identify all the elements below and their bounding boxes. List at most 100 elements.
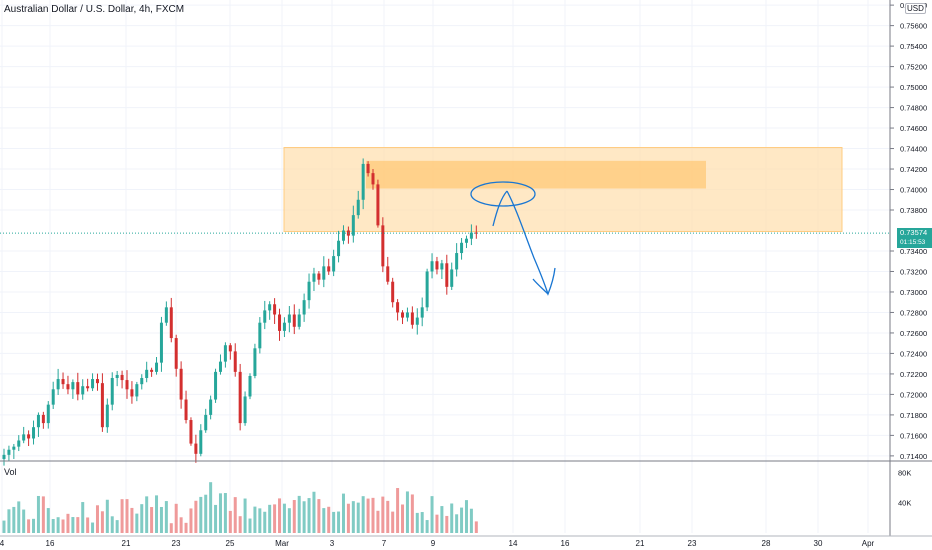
- candle-body: [420, 307, 424, 318]
- candle: [223, 342, 227, 368]
- candle-body: [41, 414, 45, 424]
- candle-body: [292, 314, 296, 327]
- inner-supply-zone[interactable]: [366, 160, 706, 189]
- candle: [199, 424, 203, 457]
- candle-body: [248, 375, 252, 397]
- volume-bar: [278, 498, 282, 533]
- candle-body: [460, 242, 464, 254]
- candle: [243, 391, 247, 426]
- volume-bar: [381, 496, 385, 533]
- volume-bar: [307, 498, 311, 533]
- candle-body: [302, 300, 306, 315]
- candle: [440, 259, 444, 280]
- candle: [159, 316, 163, 372]
- candle: [258, 317, 262, 354]
- candle: [376, 179, 380, 228]
- candle-body: [341, 230, 345, 241]
- candle-body: [450, 269, 454, 287]
- volume-bar: [430, 496, 434, 533]
- volume-bar: [391, 511, 395, 533]
- supply-zone[interactable]: [283, 147, 843, 233]
- candle-body: [174, 338, 178, 369]
- candle-body: [7, 449, 11, 455]
- volume-bar: [386, 500, 390, 533]
- volume-bar: [351, 501, 355, 533]
- candle-body: [184, 399, 188, 421]
- candle-body: [258, 322, 262, 349]
- candle: [22, 426, 26, 444]
- candle: [405, 307, 409, 322]
- volume-bar: [332, 511, 336, 533]
- candle: [366, 161, 370, 177]
- y-tick-label: 0.75400: [900, 42, 927, 51]
- candle-body: [105, 404, 109, 428]
- x-tick-label: Mar: [275, 539, 289, 548]
- candle: [464, 235, 468, 249]
- candle: [194, 434, 198, 463]
- candle: [2, 448, 6, 466]
- volume-bar: [440, 506, 444, 533]
- volume-bar: [268, 504, 272, 533]
- candle-body: [214, 371, 218, 400]
- volume-bar: [297, 495, 301, 533]
- candle-body: [209, 399, 213, 415]
- candle: [100, 373, 104, 432]
- volume-bar: [209, 482, 213, 533]
- hand-drawn-annotation[interactable]: [470, 181, 556, 296]
- candle: [248, 373, 252, 400]
- candle: [435, 256, 439, 275]
- candle: [135, 381, 139, 402]
- candle: [474, 225, 478, 239]
- candle-body: [263, 310, 267, 323]
- candle-body: [95, 379, 99, 384]
- volume-series: [2, 482, 478, 533]
- candle-body: [356, 199, 360, 216]
- x-tick-label: Apr: [862, 539, 875, 548]
- candle: [81, 379, 85, 400]
- volume-bar: [135, 513, 139, 533]
- candle-body: [282, 322, 286, 331]
- volume-bar: [263, 511, 267, 533]
- candle-body: [164, 307, 168, 323]
- volume-bar: [445, 515, 449, 533]
- volume-bar: [184, 522, 188, 533]
- volume-bar: [189, 508, 193, 533]
- candle: [174, 334, 178, 377]
- candle-body: [376, 184, 380, 226]
- volume-bar: [425, 520, 429, 533]
- volume-bar: [140, 504, 144, 533]
- x-tick-label: 16: [561, 539, 570, 548]
- candle-body: [17, 440, 21, 447]
- y-tick-label: 0.73000: [900, 288, 927, 297]
- candle: [268, 301, 272, 320]
- volume-bar: [356, 502, 360, 533]
- candle-body: [464, 238, 468, 243]
- volume-bar: [194, 500, 198, 533]
- candle-body: [130, 389, 134, 397]
- candle: [322, 256, 326, 288]
- volume-bar: [474, 521, 478, 533]
- volume-bar: [322, 508, 326, 533]
- candle: [61, 372, 65, 389]
- currency-badge[interactable]: USD: [905, 3, 926, 14]
- candle: [76, 372, 80, 401]
- volume-bar: [61, 519, 65, 533]
- y-tick-label: 0.72800: [900, 308, 927, 317]
- candle-body: [223, 345, 227, 362]
- volume-tick-label: 40K: [898, 499, 911, 508]
- y-tick-label: 0.72000: [900, 390, 927, 399]
- x-tick-label: 16: [46, 539, 55, 548]
- candle: [130, 381, 134, 404]
- volume-bar: [435, 514, 439, 533]
- candle-body: [81, 386, 85, 395]
- y-tick-label: 0.74200: [900, 165, 927, 174]
- volume-bar: [100, 511, 104, 533]
- volume-bar: [460, 507, 464, 533]
- volume-bar: [120, 499, 124, 533]
- candle: [317, 271, 321, 285]
- volume-bar: [169, 523, 173, 533]
- candle: [95, 373, 99, 391]
- volume-bar: [110, 516, 114, 533]
- volume-bar: [81, 502, 85, 533]
